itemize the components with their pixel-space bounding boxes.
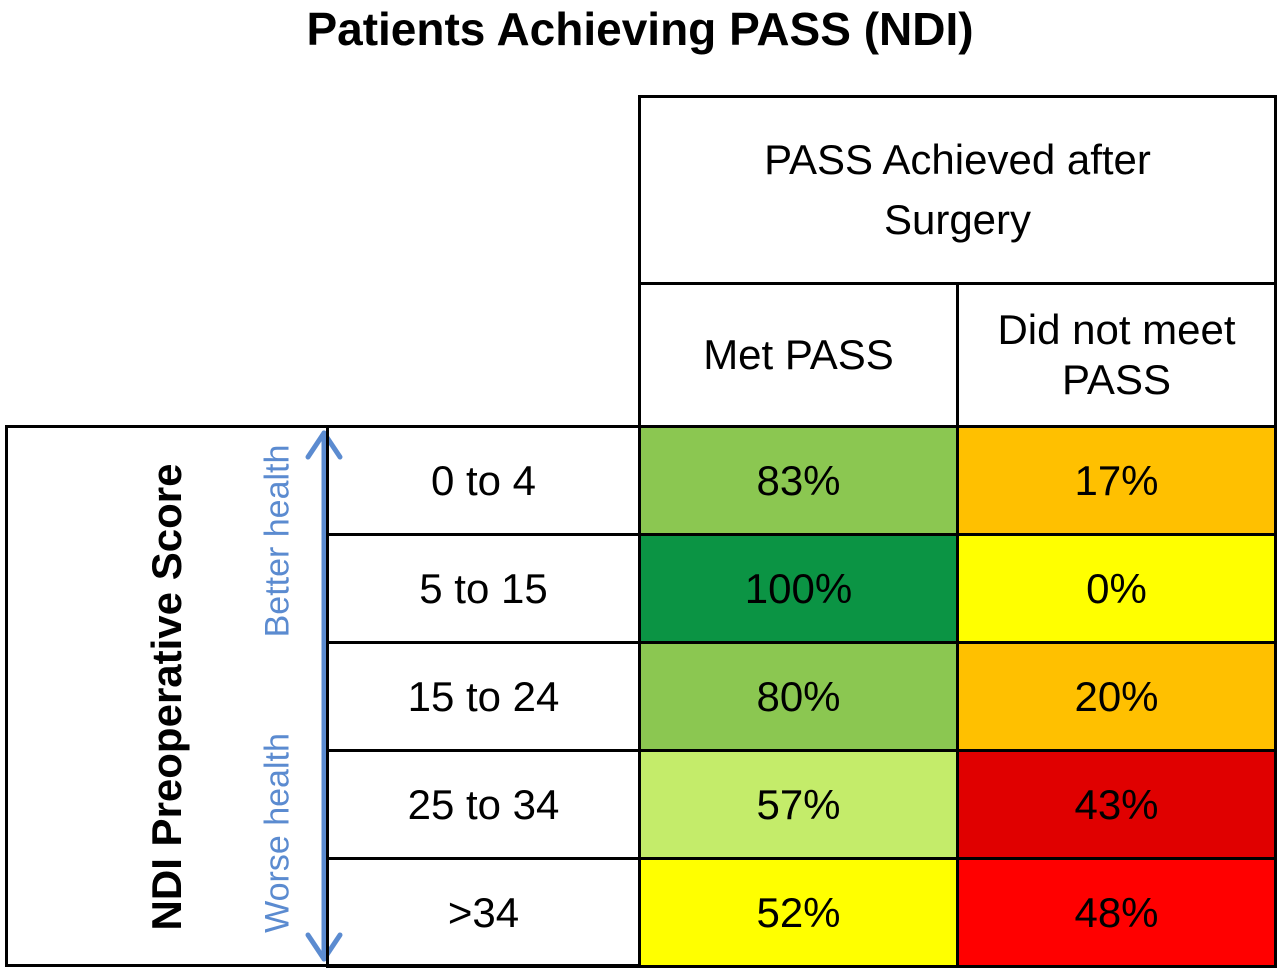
row-label: 15 to 24 [326,641,641,752]
met-pass-cell: 80% [638,641,959,752]
column-header-met-pass: Met PASS [638,282,959,428]
row-axis-title-text: NDI Preoperative Score [143,463,190,931]
better-health-label-text: Better health [258,444,297,638]
met-pass-cell: 52% [638,857,959,968]
met-pass-cell: 57% [638,749,959,860]
row-label: 25 to 34 [326,749,641,860]
column-header-did-not-meet-pass-text: Did not meet PASS [997,306,1236,403]
met-pass-cell: 83% [638,425,959,536]
column-group-header-text: PASS Achieved after Surgery [764,136,1151,243]
worse-health-label-text: Worse health [258,733,297,933]
met-pass-cell: 100% [638,533,959,644]
did-not-meet-pass-cell: 20% [956,641,1277,752]
row-label: 0 to 4 [326,425,641,536]
did-not-meet-pass-cell: 48% [956,857,1277,968]
row-label: >34 [326,857,641,968]
double-arrow-icon [305,430,343,962]
row-label: 5 to 15 [326,533,641,644]
did-not-meet-pass-cell: 0% [956,533,1277,644]
chart-title: Patients Achieving PASS (NDI) [306,3,974,55]
column-header-did-not-meet-pass: Did not meet PASS [956,282,1277,428]
did-not-meet-pass-cell: 43% [956,749,1277,860]
did-not-meet-pass-cell: 17% [956,425,1277,536]
column-group-header: PASS Achieved after Surgery [638,95,1277,285]
